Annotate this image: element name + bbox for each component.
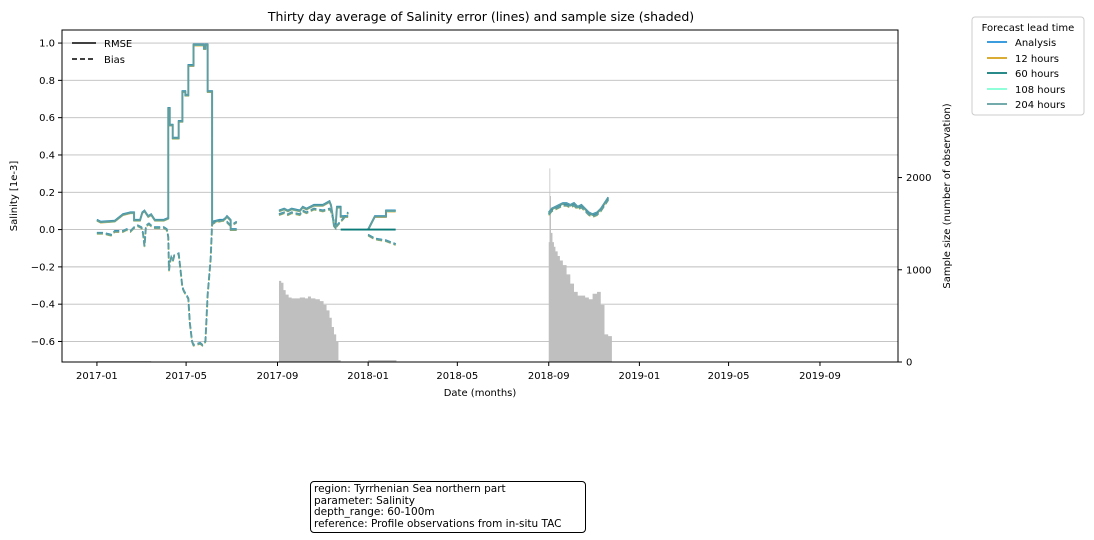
y2-tick-label: 1000 (906, 265, 931, 276)
y2-tick-label: 0 (906, 358, 912, 369)
error-lines (96, 43, 610, 347)
series-legend: Forecast lead time Analysis 12 hours 60 … (971, 16, 1085, 116)
info-box: region: Tyrrhenian Sea northern part par… (310, 481, 586, 534)
axes: 1.0 0.8 0.6 0.4 0.2 0.0 −0.2 −0.4 −0.6 2017-01 201… (31, 29, 931, 382)
bias-line-204-hours (547, 199, 610, 218)
rmse-line-analysis (96, 43, 237, 230)
bias-line-analysis (96, 218, 237, 346)
y-tick-label: 1.0 (39, 39, 55, 50)
x-tick-label: 2019-01 (618, 371, 660, 382)
y-tick-label: 0.6 (39, 113, 55, 124)
legend-label-204-hours: 204 hours (1015, 100, 1065, 111)
rmse-line-204-hours (278, 200, 349, 231)
x-tick-label: 2019-09 (799, 371, 841, 382)
y-tick-label: 0.2 (39, 188, 55, 199)
y-tick-label: 0.0 (39, 225, 55, 236)
legend-label-60-hours: 60 hours (1015, 69, 1059, 80)
info-depth-range: depth_range: 60-100m (314, 506, 435, 519)
x-tick-label: 2017-09 (257, 371, 299, 382)
y2-axis-label: Sample size (number of observation) (942, 103, 953, 288)
info-parameter: parameter: Salinity (314, 494, 415, 507)
grid-lines (62, 42, 898, 342)
y-axis-label: Salinity [1e-3] (9, 161, 20, 232)
x-tick-label: 2018-09 (528, 371, 570, 382)
rmse-line-12-hours (96, 45, 237, 231)
y-tick-label: 0.4 (39, 150, 55, 161)
bias-line-60-hours (96, 219, 237, 346)
x-tick-label: 2018-01 (347, 371, 389, 382)
rmse-line-108-hours (96, 44, 237, 231)
y-tick-label: −0.6 (31, 337, 55, 348)
style-legend-bias-label: Bias (104, 55, 125, 66)
rmse-line-204-hours (547, 197, 610, 216)
x-tick-label: 2019-05 (708, 371, 750, 382)
bias-line-204-hours (278, 207, 349, 228)
y-tick-label: −0.4 (31, 300, 55, 311)
bias-line-12-hours (96, 220, 237, 347)
sample-size-bars (96, 168, 640, 362)
rmse-line-204-hours (367, 209, 396, 231)
plot-frame (61, 29, 899, 363)
legend-label-108-hours: 108 hours (1015, 85, 1065, 96)
info-reference: reference: Profile observations from in-… (314, 517, 562, 530)
legend-label-12-hours: 12 hours (1015, 54, 1059, 65)
info-region: region: Tyrrhenian Sea northern part (314, 483, 506, 495)
series-legend-title: Forecast lead time (982, 23, 1075, 34)
rmse-line-204-hours (96, 43, 237, 231)
style-legend-rmse-label: RMSE (104, 39, 132, 50)
rmse-line-60-hours (96, 43, 237, 230)
x-axis-label: Date (months) (444, 388, 517, 399)
style-legend: RMSE Bias (72, 39, 132, 66)
bias-line-108-hours (96, 219, 237, 347)
bias-line-204-hours (96, 219, 238, 347)
x-tick-label: 2017-05 (165, 371, 207, 382)
x-tick-label: 2017-01 (76, 371, 118, 382)
sample-size-area (96, 168, 640, 362)
y-tick-label: 0.8 (39, 76, 55, 87)
chart-title: Thirty day average of Salinity error (li… (267, 9, 694, 24)
y2-tick-label: 2000 (906, 173, 931, 184)
y-tick-label: −0.2 (31, 262, 55, 273)
bias-line-204-hours (367, 234, 397, 246)
x-tick-label: 2018-05 (436, 371, 478, 382)
legend-label-analysis: Analysis (1015, 38, 1056, 49)
